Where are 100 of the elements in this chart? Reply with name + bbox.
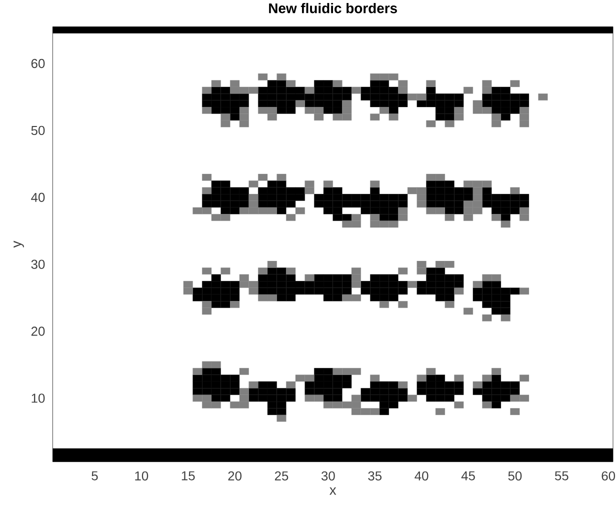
point [492, 94, 502, 100]
point [388, 220, 398, 228]
point [267, 100, 277, 108]
point [202, 200, 212, 208]
point [492, 401, 502, 408]
point [472, 200, 482, 208]
y-tick-label: 20 [31, 326, 45, 336]
point [520, 394, 530, 402]
point [286, 381, 296, 388]
point [267, 94, 277, 100]
point [351, 294, 361, 302]
point [258, 388, 268, 395]
point [267, 200, 277, 208]
point [360, 94, 370, 100]
point [426, 174, 436, 181]
point [314, 106, 324, 114]
point [370, 294, 380, 302]
point [267, 86, 277, 94]
point [500, 388, 510, 395]
point [239, 106, 249, 114]
point [220, 120, 230, 128]
point [286, 288, 296, 295]
point [472, 388, 482, 395]
point [258, 394, 268, 402]
point [211, 301, 221, 308]
point [276, 207, 286, 214]
point [276, 100, 286, 108]
point [286, 268, 296, 274]
point [492, 301, 502, 308]
point [492, 294, 502, 302]
point [314, 388, 324, 395]
point [416, 200, 426, 208]
x-tick-label: 25 [274, 471, 288, 480]
chart-title: New fluidic borders [269, 2, 397, 14]
point [520, 114, 530, 120]
point [220, 268, 230, 274]
point [258, 294, 268, 302]
point [202, 361, 212, 368]
point [472, 294, 482, 302]
point [416, 374, 426, 382]
point [444, 274, 454, 282]
point [230, 388, 240, 395]
point [342, 288, 352, 295]
x-tick-label: 40 [414, 471, 428, 480]
point [454, 100, 464, 108]
point [239, 274, 249, 282]
point [267, 408, 277, 415]
point [258, 106, 268, 114]
point [408, 394, 417, 402]
point [220, 187, 230, 194]
point [267, 388, 277, 395]
point [416, 94, 426, 100]
point [202, 381, 212, 388]
point [342, 86, 352, 94]
point [398, 200, 408, 208]
point [520, 120, 530, 128]
point [211, 180, 221, 188]
point [323, 200, 333, 208]
point [379, 288, 389, 295]
point [426, 368, 436, 375]
point [408, 281, 417, 288]
point [220, 394, 230, 402]
point [286, 194, 296, 201]
point [230, 194, 240, 201]
point [295, 100, 305, 108]
point [379, 381, 389, 388]
point [370, 73, 380, 80]
point [538, 94, 548, 100]
point [286, 274, 296, 282]
point [351, 408, 361, 415]
point [211, 388, 221, 395]
point [276, 408, 286, 415]
point [276, 401, 286, 408]
point [202, 388, 212, 395]
point [220, 114, 230, 120]
point [370, 114, 380, 120]
point [379, 100, 389, 108]
point [211, 401, 221, 408]
point [500, 314, 510, 322]
point [332, 368, 342, 375]
point [370, 220, 380, 228]
point [314, 100, 324, 108]
point [444, 394, 454, 402]
point [436, 288, 445, 295]
point [360, 288, 370, 295]
point [398, 381, 408, 388]
point [500, 207, 510, 214]
point [239, 394, 249, 402]
point [304, 374, 314, 382]
x-tick-label: 15 [182, 471, 195, 480]
point [220, 106, 230, 114]
point [520, 194, 530, 201]
point [342, 368, 352, 375]
point [276, 73, 286, 80]
point [211, 288, 221, 295]
point [388, 281, 398, 288]
point [436, 394, 445, 402]
point [276, 288, 286, 295]
point [360, 86, 370, 94]
point [211, 194, 221, 201]
